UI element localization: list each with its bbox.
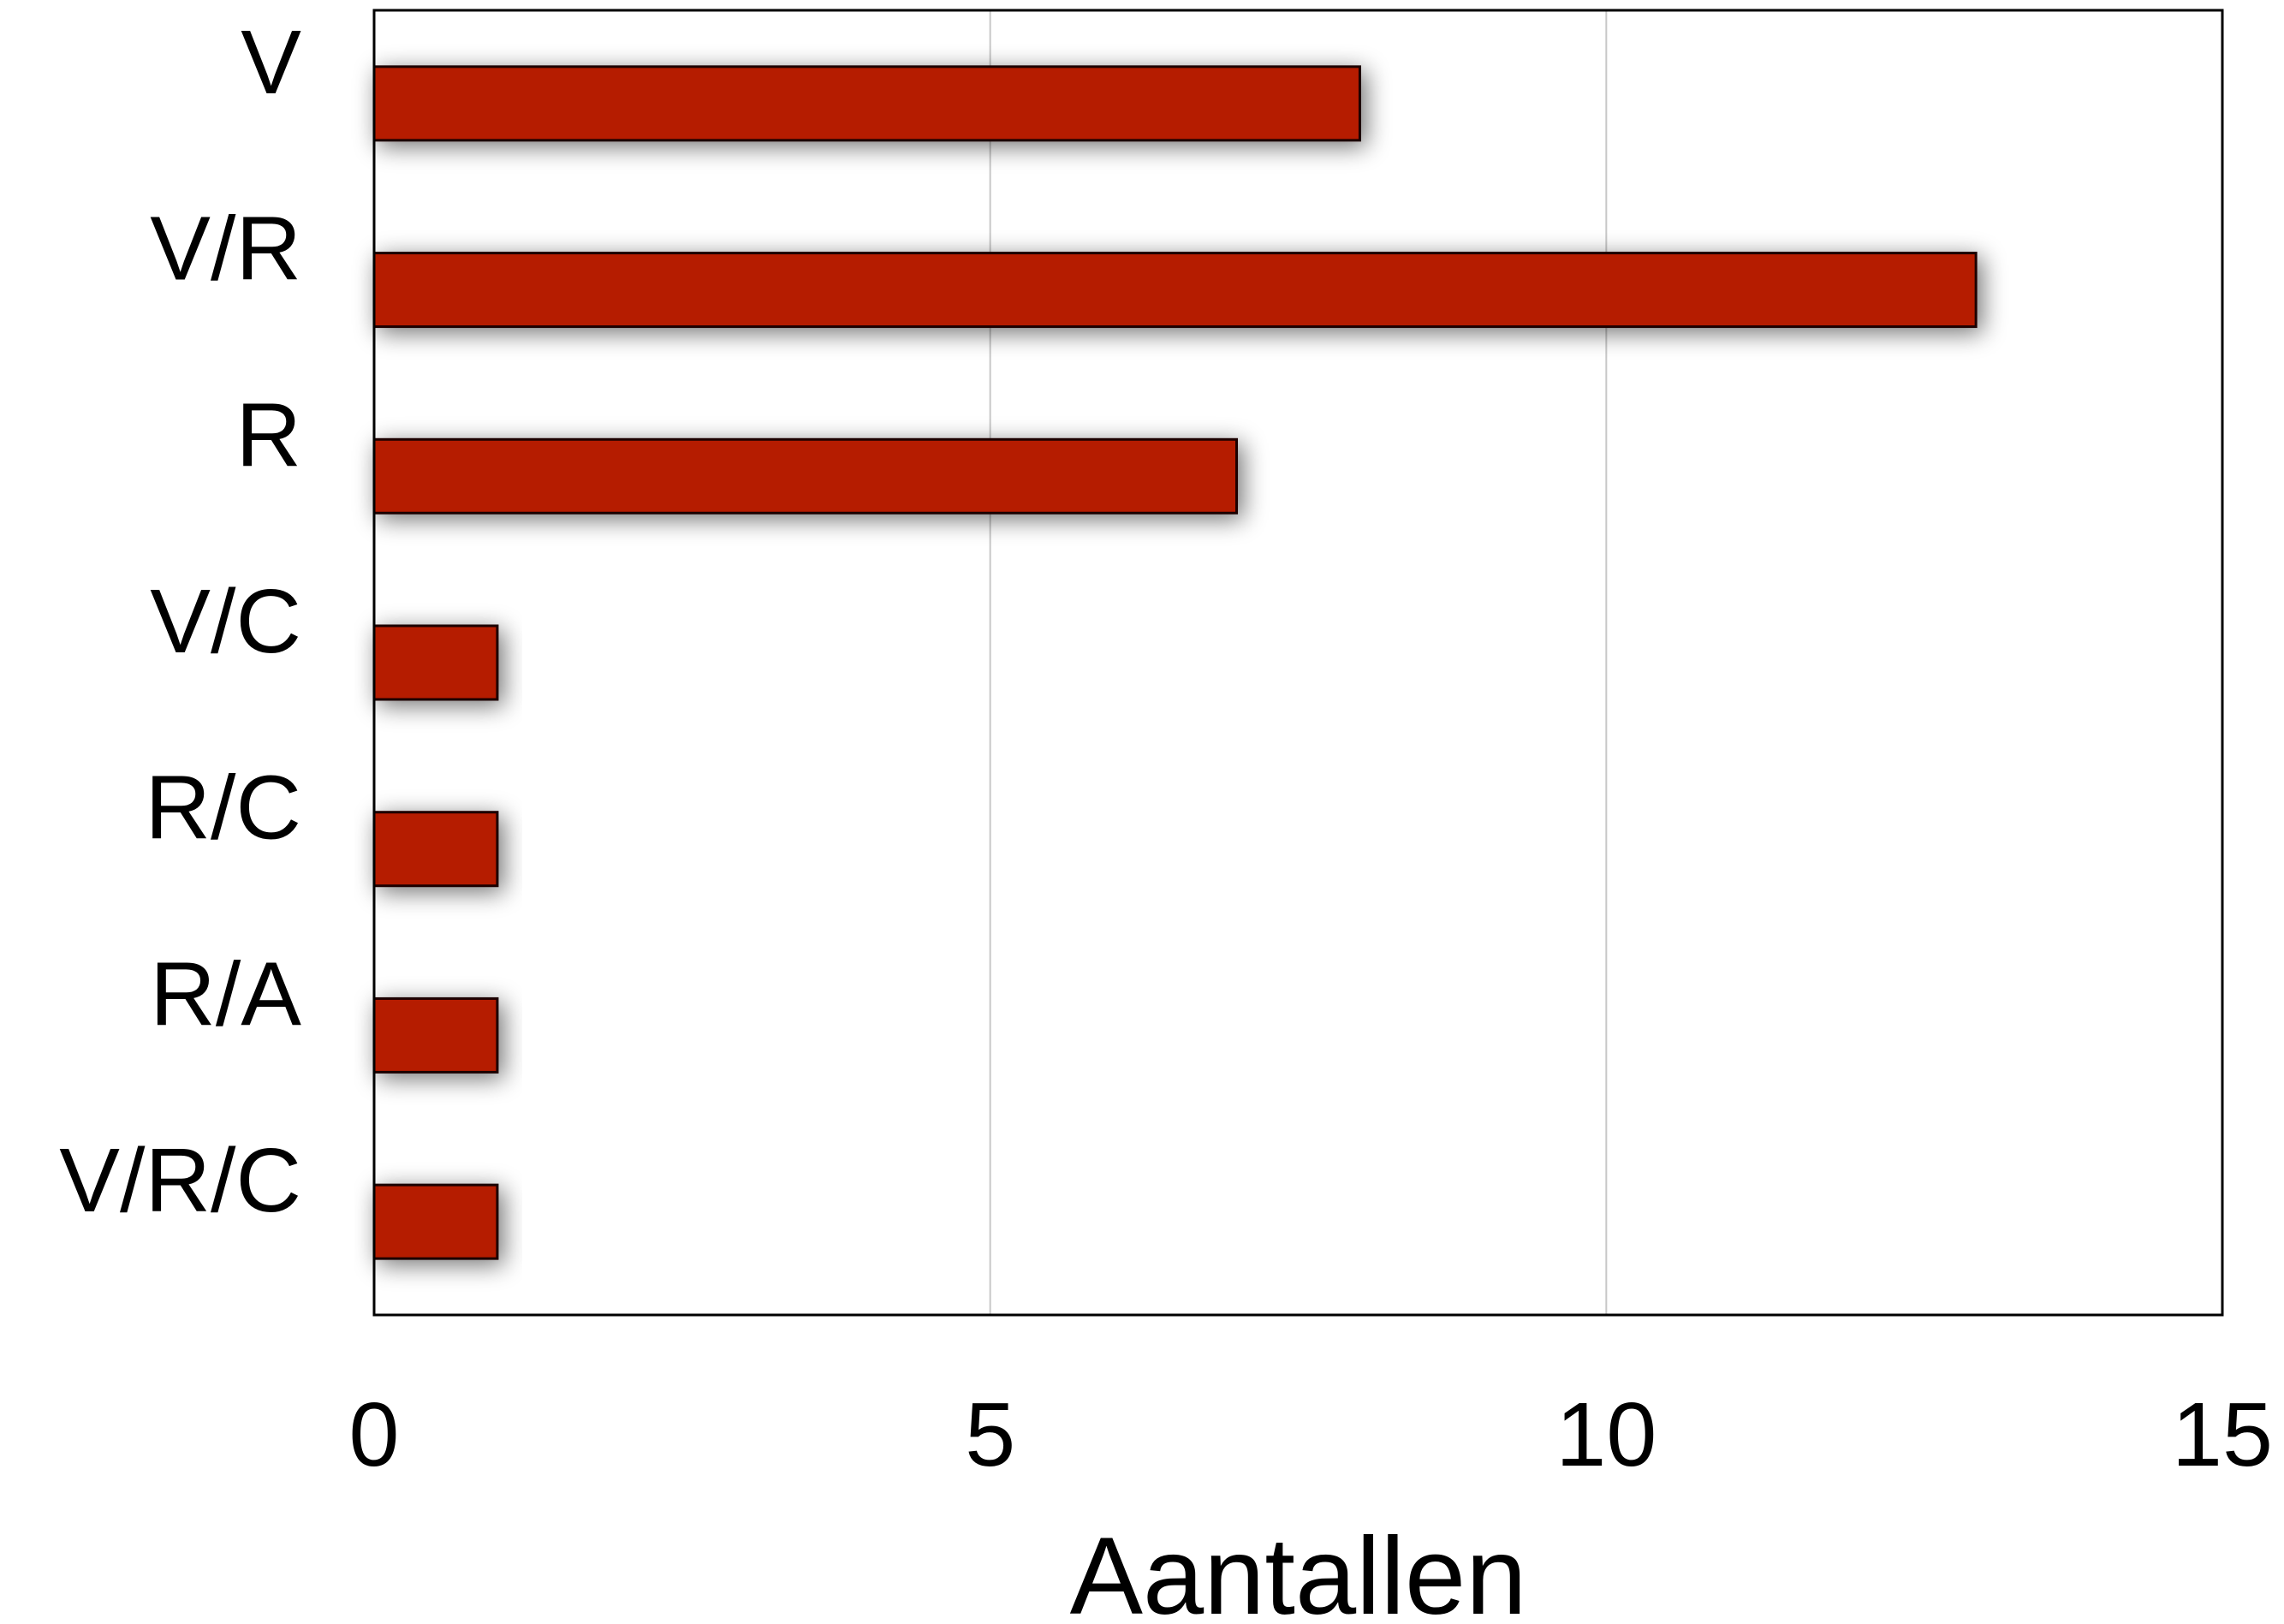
bar-v-r-c	[372, 1183, 499, 1260]
category-labels: V V/R R V/C R/C R/A V/R/C	[59, 12, 301, 1231]
bar-r-a	[372, 996, 499, 1074]
bar-v-c	[372, 624, 499, 701]
x-tick-labels: 0 5 10 15	[349, 1384, 2273, 1485]
x-axis-title: Aantallen	[1070, 1515, 1527, 1624]
bar-r-c	[372, 811, 499, 888]
category-label-r: R	[235, 384, 301, 485]
x-tick-label-0: 0	[349, 1384, 400, 1485]
plot-frame	[372, 9, 2224, 1317]
bar-v-r	[372, 252, 1978, 329]
category-label-v: V	[241, 12, 301, 113]
bar-r	[372, 437, 1239, 515]
x-tick-label-15: 15	[2172, 1384, 2273, 1485]
x-tick-label-5: 5	[965, 1384, 1015, 1485]
grid-lines	[989, 10, 1608, 1315]
category-label-v-r-c: V/R/C	[59, 1130, 301, 1231]
category-label-v-c: V/C	[150, 571, 301, 672]
x-tick-label-10: 10	[1555, 1384, 1656, 1485]
bar-v	[372, 65, 1361, 142]
category-label-r-a: R/A	[150, 943, 301, 1044]
bars	[372, 65, 1978, 1260]
category-label-v-r: V/R	[150, 199, 301, 300]
category-label-r-c: R/C	[145, 758, 301, 859]
